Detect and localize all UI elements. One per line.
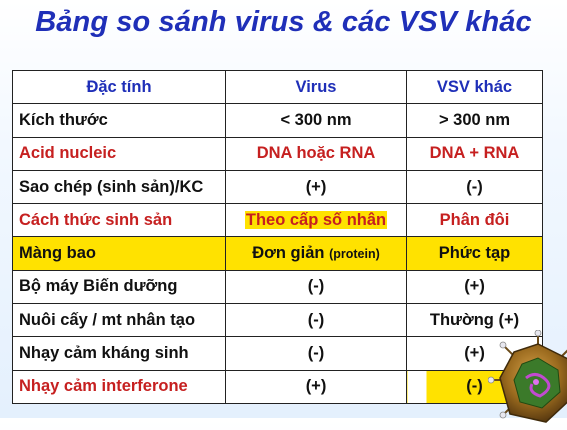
virus-cell: Theo cấp số nhân	[225, 203, 407, 238]
trait-cell: Sao chép (sinh sản)/KC	[12, 169, 226, 205]
table-row: Kích thước < 300 nm > 300 nm	[12, 103, 543, 138]
virus-cell: < 300 nm	[225, 103, 407, 138]
trait-cell: Acid nucleic	[12, 136, 226, 171]
trait-cell: Cách thức sinh sản	[12, 203, 226, 238]
other-cell: (-)	[406, 169, 543, 205]
table-row: Màng bao Đơn giản (protein) Phức tạp	[12, 236, 543, 271]
trait-cell: Màng bao	[12, 236, 226, 271]
other-cell: (+)	[406, 269, 543, 305]
virus-cell: (+)	[225, 369, 407, 404]
virus-cell: Đơn giản (protein)	[225, 236, 407, 271]
trait-cell: Nhạy cảm kháng sinh	[12, 336, 226, 371]
other-cell: Phức tạp	[406, 236, 543, 271]
table-row: Acid nucleic DNA hoặc RNA DNA + RNA	[12, 136, 543, 171]
header-other: VSV khác	[406, 69, 543, 105]
virus-cell: (-)	[225, 269, 407, 305]
table-row: Nhạy cảm kháng sinh (-) (+)	[12, 336, 543, 371]
header-virus: Virus	[225, 69, 407, 105]
table-row: Nuôi cấy / mt nhân tạo (-) Thường (+)	[12, 303, 543, 338]
trait-cell: Bộ máy Biến dưỡng	[12, 269, 226, 305]
table-header-row: Đặc tính Virus VSV khác	[12, 69, 543, 105]
slide-title: Bảng so sánh virus & các VSV khác	[35, 6, 532, 38]
other-cell: > 300 nm	[406, 103, 543, 138]
trait-cell: Nuôi cấy / mt nhân tạo	[12, 303, 226, 338]
trait-cell: Nhạy cảm interferone	[12, 369, 226, 404]
other-cell: DNA + RNA	[406, 136, 543, 171]
table-row: Nhạy cảm interferone (+) (-)	[12, 369, 543, 404]
virus-cell: (-)	[225, 303, 407, 338]
table-row: Cách thức sinh sản Theo cấp số nhân Phân…	[12, 203, 543, 238]
highlighted-text: Theo cấp số nhân	[244, 210, 388, 229]
header-trait: Đặc tính	[12, 69, 226, 105]
virus-cell: DNA hoặc RNA	[225, 136, 407, 171]
virus-particle-icon	[488, 330, 567, 423]
virus-cell: (+)	[225, 169, 407, 205]
other-cell: Thường (+)	[406, 303, 543, 338]
trait-cell: Kích thước	[12, 103, 226, 138]
table-row: Sao chép (sinh sản)/KC (+) (-)	[12, 169, 543, 205]
comparison-table: Đặc tính Virus VSV khác Kích thước < 300…	[12, 69, 543, 404]
virus-value: Đơn giản	[252, 244, 325, 263]
virus-cell: (-)	[225, 336, 407, 371]
table-row: Bộ máy Biến dưỡng (-) (+)	[12, 269, 543, 305]
other-cell: Phân đôi	[406, 203, 543, 238]
virus-note: (protein)	[329, 247, 380, 262]
